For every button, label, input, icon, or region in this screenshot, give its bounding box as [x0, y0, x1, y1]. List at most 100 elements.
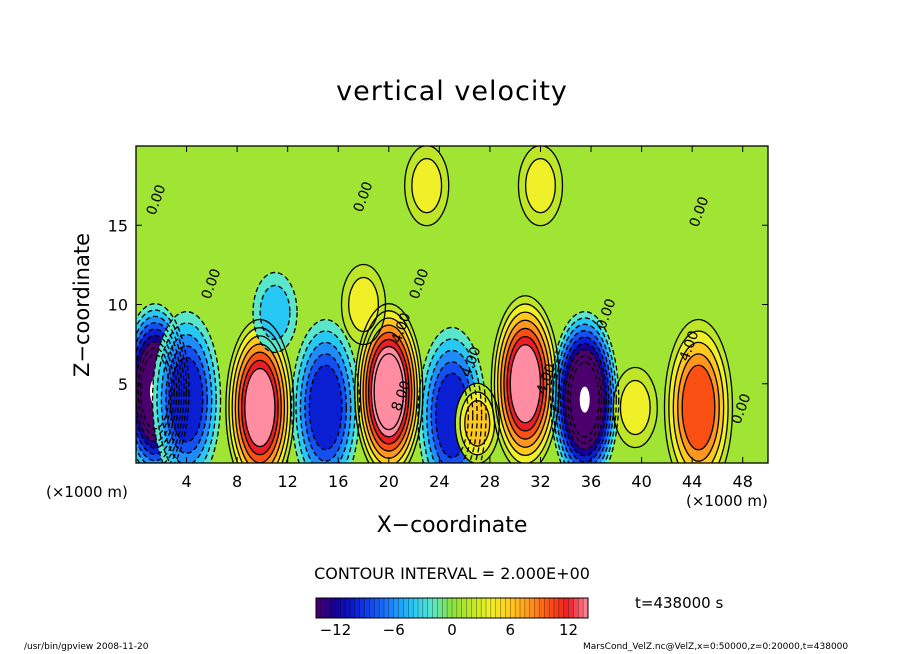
footer-right: MarsCond_VelZ.nc@VelZ,x=0:50000,z=0:2000… [583, 642, 849, 652]
colorbar-swatch [330, 598, 336, 618]
flow-cell [518, 146, 563, 226]
x-tick-label: 8 [232, 472, 242, 491]
x-tick-label: 48 [733, 472, 753, 491]
colorbar-swatch [379, 598, 385, 618]
colorbar-swatch [490, 598, 497, 618]
contour-line [373, 353, 405, 431]
contour-line [417, 326, 487, 463]
contour-line [165, 345, 208, 454]
contour-line [359, 317, 418, 463]
contour-line [619, 379, 651, 436]
contour-line [356, 310, 421, 463]
cell-band [525, 158, 556, 213]
colorbar-swatch [529, 598, 535, 618]
cell-band [682, 365, 715, 450]
contour-line [299, 341, 352, 463]
colorbar-swatch [461, 598, 467, 618]
contour-line [370, 345, 407, 438]
contour-line [411, 157, 443, 214]
colorbar-swatch [539, 598, 545, 618]
contour-line [464, 400, 491, 447]
colorbar-swatch [573, 598, 579, 618]
colorbar-swatch [354, 598, 361, 618]
colorbar-swatch [413, 598, 419, 618]
colorbar-swatch [520, 598, 526, 618]
x-tick-label: 44 [682, 472, 702, 491]
cell-band [620, 380, 651, 435]
contour-line [136, 341, 175, 443]
contour-interval: CONTOUR INTERVAL = 2.000E+00 [314, 564, 590, 583]
contour-line [136, 328, 180, 455]
colorbar-swatch [432, 598, 438, 618]
x-tick-label: 24 [429, 472, 449, 491]
y-axis-label: Z−coordinate [70, 233, 94, 377]
colorbar-swatch [437, 598, 443, 618]
peak-core [579, 386, 590, 413]
contour-line [244, 367, 276, 448]
colorbar-swatch [364, 598, 370, 618]
colorbar-swatch [427, 598, 433, 618]
contour-line [136, 303, 190, 463]
colorbar-swatch [524, 598, 531, 618]
colorbar-swatch [583, 598, 589, 618]
cell-band [309, 365, 342, 450]
contour-line [136, 322, 183, 462]
colorbar-swatch [452, 598, 458, 618]
footer-left: /usr/bin/gpview 2008-11-20 [24, 642, 149, 652]
x-tick-label: 40 [631, 472, 651, 491]
colorbar-swatch [563, 598, 569, 618]
colorbar-swatch [578, 598, 584, 618]
colorbar-swatch [500, 598, 506, 618]
contour-line [562, 342, 608, 457]
contour-line [677, 353, 720, 462]
colorbar-swatch [495, 598, 501, 618]
colorbar-swatch [388, 598, 395, 618]
contour-line [348, 276, 380, 333]
colorbar-swatch [515, 598, 521, 618]
contour-line [241, 359, 279, 456]
flow-cell [253, 272, 298, 353]
contour-line [430, 361, 474, 463]
contour-line [569, 361, 600, 438]
contour-line [234, 343, 286, 463]
colorbar-swatch [345, 598, 351, 618]
contour-line [524, 157, 556, 214]
contour-line [668, 330, 729, 463]
contour-line [231, 335, 289, 463]
x-tick-label: 20 [379, 472, 399, 491]
colorbar-swatch [534, 598, 540, 618]
cell-band [411, 158, 442, 213]
cell-band [348, 277, 379, 332]
flow-cell [341, 264, 386, 345]
contour-line [308, 364, 343, 451]
contour-line [557, 330, 612, 463]
contour-line [663, 318, 734, 463]
colorbar-tick-label: 0 [447, 621, 457, 639]
colorbar-swatch [335, 598, 341, 618]
contour-line [304, 353, 347, 462]
colorbar-swatch [558, 598, 565, 618]
colorbar-swatch [456, 598, 463, 618]
colorbar-swatch [505, 598, 511, 618]
colorbar-swatch [325, 598, 331, 618]
contour-line [496, 311, 554, 457]
contour-line [252, 271, 298, 354]
colorbar-swatch [384, 598, 390, 618]
y-tick-label: 5 [118, 375, 128, 394]
contour-line [367, 338, 410, 445]
contour-line [151, 310, 222, 463]
contour-line [404, 146, 450, 227]
colorbar-swatch [466, 598, 472, 618]
colorbar-swatch [340, 598, 346, 618]
contour-line [340, 263, 387, 346]
contour-line [136, 334, 178, 449]
contour-line [421, 338, 483, 463]
cell-band [374, 353, 404, 430]
cell-band [244, 368, 275, 447]
flow-cell [613, 367, 658, 448]
colorbar-swatch [486, 598, 492, 618]
colorbar-swatch [471, 598, 477, 618]
x-tick-label: 4 [181, 472, 191, 491]
y-tick-label: 15 [108, 216, 128, 235]
